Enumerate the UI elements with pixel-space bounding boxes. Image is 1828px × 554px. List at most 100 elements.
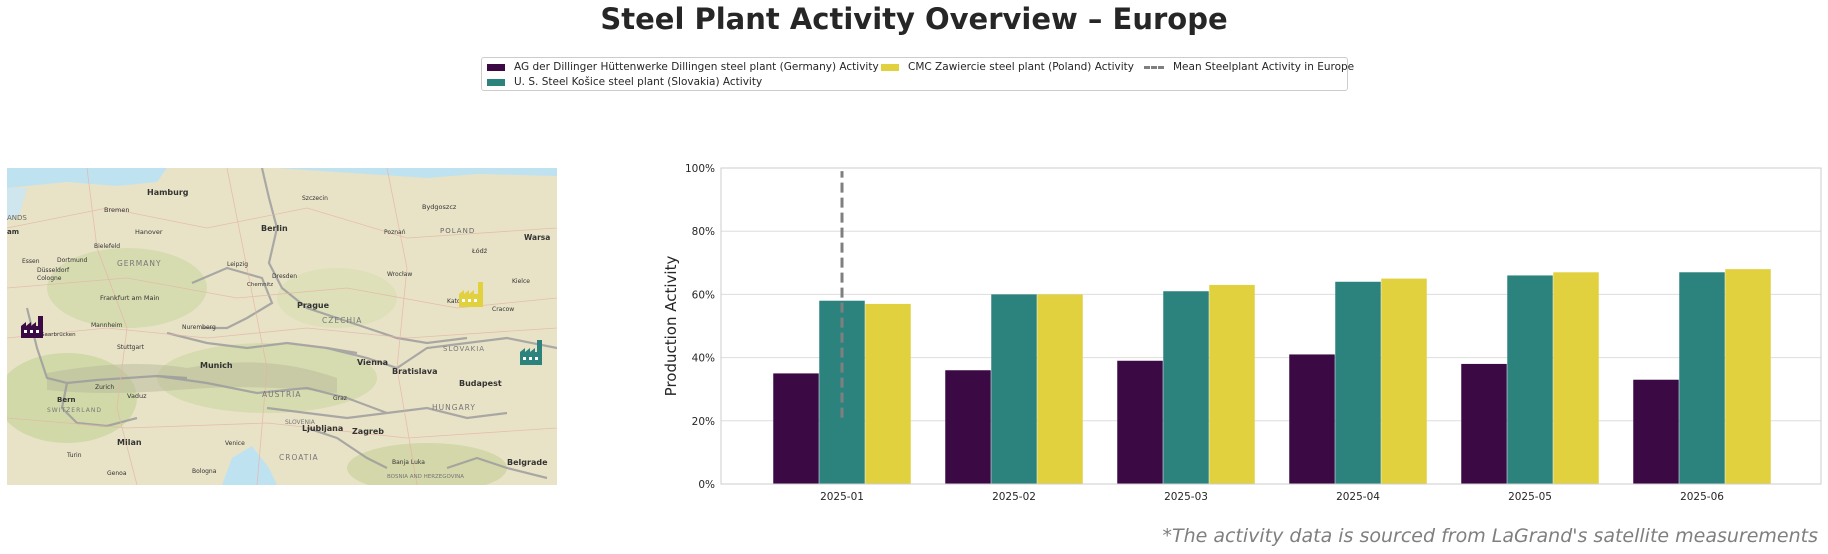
map-label: Mannheim bbox=[91, 322, 123, 329]
map-label: Vienna bbox=[357, 358, 388, 367]
map-label: Dresden bbox=[272, 273, 297, 280]
map-label: Munich bbox=[200, 361, 233, 370]
map-label: Prague bbox=[297, 301, 330, 310]
map-label: Ljubljana bbox=[302, 424, 343, 433]
legend-label: CMC Zawiercie steel plant (Poland) Activ… bbox=[908, 61, 1134, 73]
map-label: Warsa bbox=[524, 233, 550, 242]
bar bbox=[1461, 363, 1507, 484]
map-label: Saarbrücken bbox=[41, 332, 76, 338]
map-label: Kielce bbox=[512, 278, 530, 285]
legend-dash bbox=[1144, 65, 1164, 69]
bar bbox=[1335, 281, 1381, 484]
bar bbox=[1209, 284, 1255, 484]
map-label: Zurich bbox=[95, 384, 114, 391]
chart-legend: AG der Dillinger Hüttenwerke Dillingen s… bbox=[481, 57, 1354, 91]
bar bbox=[1289, 354, 1335, 484]
x-tick-label: 2025-05 bbox=[1508, 491, 1552, 503]
map-label: Cracow bbox=[492, 306, 514, 313]
map-label: BOSNIA AND HERZEGOVINA bbox=[387, 474, 464, 480]
y-axis-label: Production Activity bbox=[662, 256, 680, 397]
legend-item-kosice: U. S. Steel Košice steel plant (Slovakia… bbox=[487, 76, 762, 88]
map-label: CZECHIA bbox=[322, 316, 362, 325]
legend-item-dillingen: AG der Dillinger Hüttenwerke Dillingen s… bbox=[487, 61, 879, 73]
map-label: ANDS bbox=[7, 214, 27, 222]
x-tick-label: 2025-03 bbox=[1164, 491, 1208, 503]
page-title: Steel Plant Activity Overview – Europe bbox=[600, 2, 1228, 36]
source-footnote: *The activity data is sourced from LaGra… bbox=[1162, 525, 1818, 547]
y-tick-label: 60% bbox=[692, 289, 715, 301]
bar bbox=[1163, 291, 1209, 484]
bar bbox=[819, 300, 865, 484]
bar bbox=[773, 373, 819, 484]
map-label: Hanover bbox=[135, 228, 163, 236]
map-label: Vaduz bbox=[127, 392, 147, 400]
y-tick-label: 20% bbox=[692, 416, 715, 428]
map-label: Frankfurt am Main bbox=[100, 294, 159, 302]
map-label: Nuremberg bbox=[182, 324, 216, 331]
map-label: Milan bbox=[117, 438, 142, 447]
map-label: Bologna bbox=[192, 468, 217, 475]
map-label: Szczecin bbox=[302, 195, 328, 202]
x-tick-label: 2025-01 bbox=[820, 491, 864, 503]
x-tick-label: 2025-04 bbox=[1336, 491, 1380, 503]
map-label: Bremen bbox=[104, 206, 129, 214]
map-label: Belgrade bbox=[507, 458, 548, 467]
legend-swatch bbox=[487, 78, 505, 86]
map-label: Bratislava bbox=[392, 367, 438, 376]
map-label: Essen bbox=[22, 258, 40, 265]
map-label: Berlin bbox=[261, 224, 288, 233]
map-label: Wrocław bbox=[387, 271, 412, 278]
bar bbox=[865, 303, 911, 484]
factory-icon bbox=[459, 282, 483, 307]
map-label: Genoa bbox=[107, 470, 127, 477]
map-label: HUNGARY bbox=[432, 403, 476, 412]
map-label: Zagreb bbox=[352, 427, 384, 436]
bar bbox=[1633, 379, 1679, 484]
legend-swatch bbox=[487, 63, 505, 71]
x-tick-label: 2025-02 bbox=[992, 491, 1036, 503]
bar bbox=[1381, 278, 1427, 484]
legend-swatch bbox=[881, 63, 899, 71]
map-label: SLOVENIA bbox=[285, 419, 316, 426]
bar bbox=[1037, 294, 1083, 484]
map-label: Graz bbox=[333, 395, 347, 402]
map-label: Stuttgart bbox=[117, 344, 145, 351]
y-tick-label: 100% bbox=[685, 163, 715, 175]
y-tick-label: 80% bbox=[692, 226, 715, 238]
map-label: Hamburg bbox=[147, 188, 189, 197]
bar bbox=[1725, 269, 1771, 484]
factory-icon bbox=[520, 340, 542, 365]
map-label: AUSTRIA bbox=[262, 390, 302, 399]
legend-label: AG der Dillinger Hüttenwerke Dillingen s… bbox=[514, 61, 879, 73]
activity-bar-chart: 0% 20% 40% 60% 80% 100% 2025-01 2025-02 2025-03 2… bbox=[662, 163, 1822, 503]
map-label: Venice bbox=[225, 440, 245, 447]
bar bbox=[1679, 272, 1725, 484]
map-label: SLOVAKIA bbox=[443, 345, 485, 353]
map-label: CROATIA bbox=[279, 453, 319, 462]
factory-icon bbox=[21, 316, 43, 338]
bar bbox=[1117, 360, 1163, 484]
map-label: Dortmund bbox=[57, 257, 88, 264]
map-label: Leipzig bbox=[227, 261, 248, 268]
bar bbox=[945, 370, 991, 484]
map-label: Banja Luka bbox=[392, 459, 425, 466]
map-label: Chemnitz bbox=[247, 282, 273, 288]
y-tick-label: 0% bbox=[698, 479, 715, 491]
bar bbox=[1507, 275, 1553, 484]
legend-item-zawiercie: CMC Zawiercie steel plant (Poland) Activ… bbox=[881, 61, 1134, 73]
map-label: Turin bbox=[66, 452, 82, 459]
map-label: Łódź bbox=[471, 247, 488, 255]
y-tick-label: 40% bbox=[692, 353, 715, 365]
map-label: SWITZERLAND bbox=[47, 407, 102, 414]
map-label: Bielefeld bbox=[94, 243, 120, 250]
map-label: Bydgoszcz bbox=[422, 203, 457, 211]
plot-frame bbox=[720, 167, 1822, 485]
map-label: Cologne bbox=[37, 275, 62, 282]
map-label: Bern bbox=[57, 396, 76, 404]
x-tick-label: 2025-06 bbox=[1680, 491, 1724, 503]
legend-label: U. S. Steel Košice steel plant (Slovakia… bbox=[514, 76, 763, 88]
map-label: Budapest bbox=[459, 379, 502, 388]
bar bbox=[991, 294, 1037, 484]
legend-item-mean: Mean Steelplant Activity in Europe bbox=[1144, 61, 1354, 73]
map-label: Düsseldorf bbox=[37, 267, 70, 274]
